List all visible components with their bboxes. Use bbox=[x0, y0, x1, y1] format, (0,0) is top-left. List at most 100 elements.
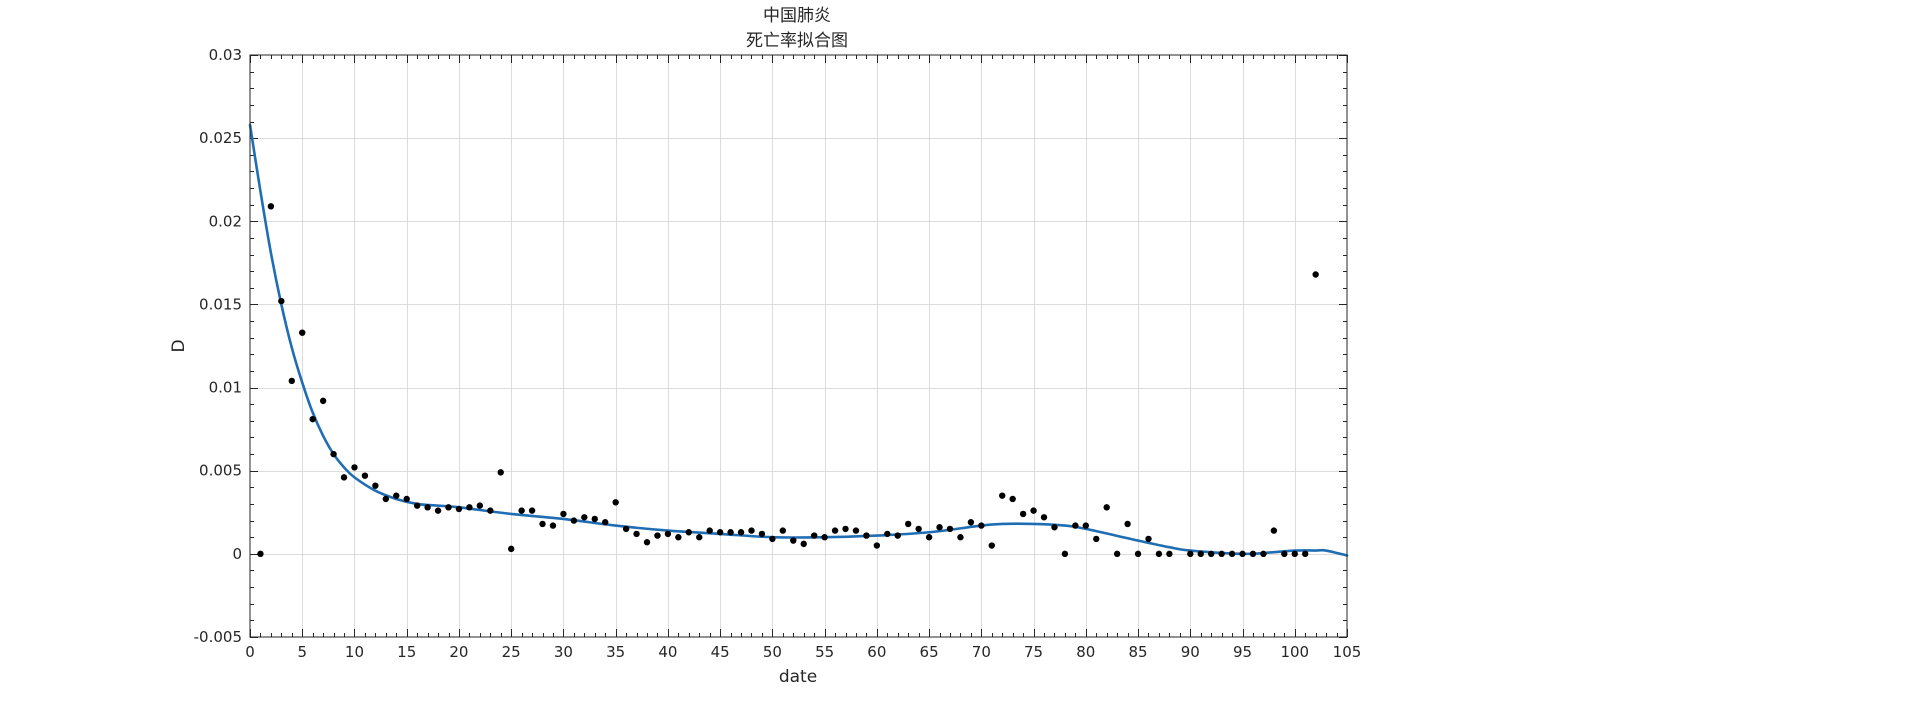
data-point bbox=[278, 297, 285, 305]
data-point bbox=[1197, 550, 1204, 558]
data-point bbox=[361, 472, 369, 479]
data-point bbox=[1218, 550, 1225, 558]
data-point bbox=[581, 514, 588, 521]
data-point bbox=[518, 507, 525, 514]
y-tick-label: 0 bbox=[232, 545, 242, 563]
x-tick-label: 55 bbox=[815, 643, 834, 661]
y-tick-label: 0.025 bbox=[199, 129, 242, 147]
x-axis-tick-labels: 0 5 10 15 20 25 30 35 40 45 50 55 60 65 70 75 80 85 90 95 10… bbox=[245, 643, 1361, 661]
data-point bbox=[925, 534, 933, 541]
chart-title-line-1: 中国肺炎 bbox=[763, 6, 831, 26]
x-tick-label: 20 bbox=[449, 643, 468, 661]
y-tick-label: -0.005 bbox=[194, 628, 242, 646]
data-point bbox=[863, 532, 870, 539]
data-point bbox=[424, 504, 431, 511]
data-point bbox=[476, 502, 484, 509]
data-point bbox=[967, 519, 975, 526]
data-point bbox=[1051, 524, 1058, 531]
data-point bbox=[413, 502, 421, 509]
data-point bbox=[915, 525, 922, 533]
data-point bbox=[1009, 495, 1016, 503]
data-point bbox=[455, 505, 463, 513]
data-point bbox=[810, 532, 818, 539]
data-point bbox=[1019, 510, 1027, 518]
data-point bbox=[1124, 520, 1131, 528]
x-tick-label: 15 bbox=[397, 643, 416, 661]
data-point bbox=[1260, 550, 1267, 558]
data-point bbox=[570, 517, 578, 524]
data-point bbox=[696, 534, 703, 541]
scatter-points-series bbox=[257, 203, 1319, 558]
data-point bbox=[622, 525, 630, 533]
data-point bbox=[288, 377, 295, 385]
data-point bbox=[758, 530, 766, 538]
plot-area bbox=[249, 54, 1348, 638]
data-point bbox=[1093, 535, 1100, 543]
data-point bbox=[602, 519, 609, 526]
data-point bbox=[497, 469, 504, 476]
data-point bbox=[257, 550, 264, 558]
data-point bbox=[1155, 550, 1163, 558]
data-point bbox=[999, 492, 1006, 499]
chart-title-group: 中国肺炎 死亡率拟合图 bbox=[746, 6, 848, 51]
data-point bbox=[1113, 550, 1121, 558]
data-point bbox=[309, 415, 316, 423]
data-point bbox=[633, 530, 640, 538]
x-tick-label: 70 bbox=[972, 643, 991, 661]
data-point bbox=[978, 522, 985, 529]
data-point bbox=[1207, 550, 1215, 558]
data-point bbox=[790, 537, 797, 544]
x-tick-label: 60 bbox=[867, 643, 886, 661]
data-point bbox=[507, 545, 515, 553]
data-point bbox=[946, 525, 954, 533]
data-point bbox=[842, 525, 849, 533]
data-point bbox=[591, 515, 598, 523]
data-point bbox=[905, 520, 912, 528]
data-point bbox=[1291, 550, 1298, 558]
data-point bbox=[1249, 550, 1257, 558]
data-point bbox=[487, 507, 494, 514]
data-point bbox=[643, 539, 651, 546]
data-point bbox=[340, 474, 348, 481]
grid-lines bbox=[250, 55, 1347, 637]
data-point bbox=[1166, 550, 1173, 558]
x-tick-label: 50 bbox=[763, 643, 782, 661]
data-point bbox=[560, 510, 567, 518]
data-point bbox=[894, 532, 901, 539]
data-point bbox=[675, 534, 682, 541]
y-tick-label: 0.005 bbox=[199, 462, 242, 480]
data-point bbox=[330, 450, 337, 458]
data-point bbox=[800, 540, 807, 548]
x-tick-label: 90 bbox=[1181, 643, 1200, 661]
data-point bbox=[1187, 550, 1194, 558]
data-point bbox=[299, 329, 306, 336]
data-point bbox=[654, 532, 661, 539]
data-point bbox=[873, 542, 881, 549]
x-tick-label: 25 bbox=[502, 643, 521, 661]
data-point bbox=[716, 529, 724, 536]
data-point bbox=[319, 397, 327, 405]
data-point bbox=[1302, 550, 1309, 558]
data-point bbox=[434, 507, 442, 514]
data-point bbox=[1228, 550, 1236, 558]
data-point bbox=[612, 499, 619, 506]
data-point bbox=[727, 529, 734, 536]
data-point bbox=[549, 522, 557, 529]
data-point bbox=[685, 529, 692, 536]
data-point bbox=[821, 534, 828, 541]
data-point bbox=[1030, 507, 1037, 514]
data-point bbox=[351, 464, 358, 471]
x-tick-label: 40 bbox=[658, 643, 677, 661]
y-axis-label: D bbox=[169, 339, 189, 352]
y-axis-tick-labels: -0.005 0 0.005 0.01 0.015 0.02 0.025 0.03 bbox=[194, 46, 242, 646]
data-point bbox=[1281, 550, 1288, 558]
x-axis-label: date bbox=[779, 667, 817, 687]
y-tick-label: 0.02 bbox=[209, 212, 242, 230]
data-point bbox=[1061, 550, 1069, 558]
plot-frame bbox=[249, 54, 1348, 638]
data-point bbox=[382, 495, 390, 503]
data-point bbox=[1040, 514, 1048, 521]
data-point bbox=[1239, 550, 1246, 558]
x-tick-label: 75 bbox=[1024, 643, 1043, 661]
x-tick-label: 95 bbox=[1233, 643, 1252, 661]
